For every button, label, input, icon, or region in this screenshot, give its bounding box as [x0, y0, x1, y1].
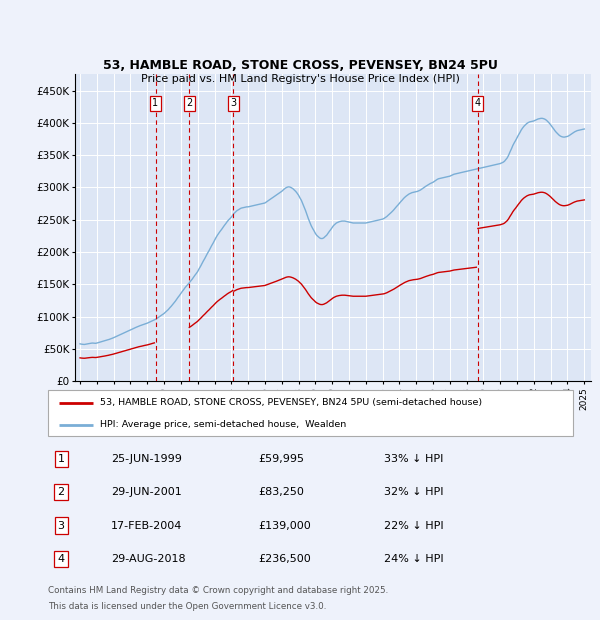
Text: 4: 4 — [58, 554, 65, 564]
Text: 32% ↓ HPI: 32% ↓ HPI — [384, 487, 443, 497]
Text: 24% ↓ HPI: 24% ↓ HPI — [384, 554, 443, 564]
Text: 53, HAMBLE ROAD, STONE CROSS, PEVENSEY, BN24 5PU (semi-detached house): 53, HAMBLE ROAD, STONE CROSS, PEVENSEY, … — [101, 399, 482, 407]
Text: HPI: Average price, semi-detached house,  Wealden: HPI: Average price, semi-detached house,… — [101, 420, 347, 430]
Text: 2: 2 — [186, 99, 192, 108]
Text: 25-JUN-1999: 25-JUN-1999 — [111, 454, 182, 464]
Text: 33% ↓ HPI: 33% ↓ HPI — [384, 454, 443, 464]
Text: 29-AUG-2018: 29-AUG-2018 — [111, 554, 185, 564]
Text: This data is licensed under the Open Government Licence v3.0.: This data is licensed under the Open Gov… — [48, 602, 326, 611]
Text: 1: 1 — [152, 99, 158, 108]
Text: £83,250: £83,250 — [258, 487, 304, 497]
Text: 4: 4 — [475, 99, 481, 108]
FancyBboxPatch shape — [48, 390, 573, 436]
Text: 17-FEB-2004: 17-FEB-2004 — [111, 521, 182, 531]
Text: 1: 1 — [58, 454, 65, 464]
Text: 3: 3 — [58, 521, 65, 531]
Text: £59,995: £59,995 — [258, 454, 304, 464]
Text: 22% ↓ HPI: 22% ↓ HPI — [384, 521, 443, 531]
Text: Price paid vs. HM Land Registry's House Price Index (HPI): Price paid vs. HM Land Registry's House … — [140, 74, 460, 84]
Text: Contains HM Land Registry data © Crown copyright and database right 2025.: Contains HM Land Registry data © Crown c… — [48, 586, 388, 595]
Text: 29-JUN-2001: 29-JUN-2001 — [111, 487, 182, 497]
Text: £236,500: £236,500 — [258, 554, 311, 564]
Text: £139,000: £139,000 — [258, 521, 311, 531]
Text: 53, HAMBLE ROAD, STONE CROSS, PEVENSEY, BN24 5PU: 53, HAMBLE ROAD, STONE CROSS, PEVENSEY, … — [103, 59, 497, 71]
Text: 3: 3 — [230, 99, 236, 108]
Text: 2: 2 — [58, 487, 65, 497]
